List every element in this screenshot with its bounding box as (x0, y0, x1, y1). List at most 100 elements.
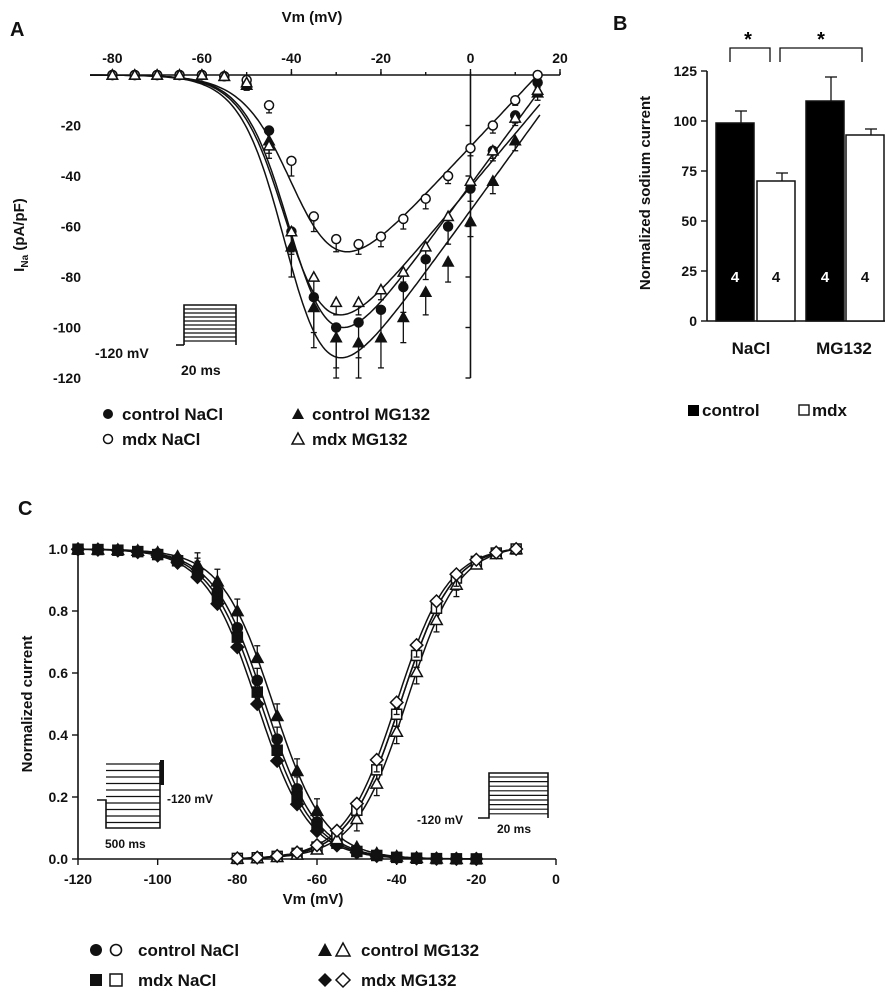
legend-a-mdx-nacl-label: mdx NaCl (122, 430, 200, 449)
panel-a-y-tick-label: -80 (61, 269, 81, 285)
panel-c-activation-point-control-mg132 (389, 724, 404, 737)
panel-b-significance-star-1: * (744, 29, 752, 51)
panel-letter-a: A (10, 19, 24, 41)
panel-c-activation-point-control-mg132 (349, 811, 364, 825)
legend-c-control-mg132-filled-marker (318, 943, 332, 956)
panel-a-point-control-mg132 (307, 300, 321, 313)
panel-a-point-mdx-nacl (509, 95, 521, 106)
panel-c-left-protocol-holding-label: -120 mV (167, 792, 213, 806)
panel-a-point-control-mg132 (419, 285, 433, 298)
panel-a-iv-chart: -80 -60 -40 -20 0 20 -20 -40 -60 -80 -100 -120 Vm (… (11, 9, 568, 449)
panel-c-inactivation-point-mdx-mg132 (90, 542, 106, 557)
panel-c-inactivation-point-mdx-mg132 (289, 796, 305, 812)
legend-c-control-mg132-label: control MG132 (361, 941, 479, 960)
panel-c-activation-point-mdx-mg132 (349, 796, 365, 811)
panel-b-n-label: 4 (821, 269, 830, 286)
panel-c-inactivation-point-control-mg132 (210, 573, 225, 587)
panel-a-point-mdx-mg132 (284, 224, 298, 237)
panel-b-y-tick-label: 50 (681, 213, 697, 229)
panel-c-legend: control NaCl control MG132 mdx NaCl mdx … (90, 941, 479, 990)
panel-c-inactivation-point-mdx-mg132 (409, 851, 424, 866)
panel-a-x-tick-label: 20 (552, 50, 568, 66)
panel-c-right-protocol-duration-label: 20 ms (497, 822, 531, 836)
panel-a-point-mdx-mg132 (307, 270, 321, 282)
panel-b-axes: 0 25 50 75 100 125 (674, 63, 885, 329)
panel-a-y-tick-label: -20 (61, 118, 81, 134)
panel-c-inactivation-point-mdx-mg132 (349, 845, 365, 860)
panel-c-x-tick-label: -120 (64, 871, 92, 887)
panel-c-y-tick-label: 1.0 (49, 541, 69, 557)
panel-a-point-mdx-mg132 (352, 295, 366, 308)
panel-b-significance-bracket-1 (729, 47, 771, 62)
panel-a-point-mdx-mg132 (486, 144, 500, 156)
panel-c-y-axis-title: Normalized current (19, 636, 36, 773)
panel-a-point-mdx-mg132 (419, 239, 433, 252)
panel-c-inactivation-point-mdx-mg132 (130, 544, 146, 560)
panel-c-inactivation-point-mdx-mg132 (249, 696, 265, 712)
panel-a-point-mdx-mg132 (531, 83, 545, 96)
legend-c-control-nacl-label: control NaCl (138, 941, 239, 960)
panel-a-point-mdx-mg132 (173, 68, 186, 80)
panel-a-x-tick-label: 0 (467, 50, 475, 66)
panel-a-point-control-nacl (263, 125, 275, 136)
legend-c-mdx-mg132-open-marker (334, 971, 352, 989)
panel-c-activation-point-mdx-mg132 (449, 566, 464, 582)
panel-a-point-mdx-mg132 (195, 68, 209, 80)
panel-c-data-points (70, 541, 524, 867)
panel-a-x-tick-label: -40 (281, 50, 301, 66)
panel-c-activation-protocol-step-lines (489, 776, 548, 815)
panel-b-n-label: 4 (731, 269, 740, 286)
panel-c-x-tick-label: 0 (552, 871, 560, 887)
panel-a-point-mdx-nacl (263, 100, 275, 111)
panel-a-point-control-mg132 (508, 133, 522, 146)
panel-letter-b: B (613, 13, 627, 35)
panel-a-point-mdx-nacl (487, 120, 499, 131)
panel-b-n-label: 4 (861, 269, 870, 286)
panel-c-activation-protocol-inset: -120 mV 20 ms (417, 772, 549, 836)
panel-c-inactivation-point-mdx-mg132 (150, 548, 165, 563)
panel-a-point-mdx-mg132 (262, 138, 276, 151)
panel-b-y-tick-label: 125 (674, 63, 698, 79)
panel-c-inactivation-protocol-inset: -120 mV 500 ms (97, 760, 213, 851)
panel-c-activation-point-mdx-mg132 (469, 552, 484, 568)
panel-c-x-tick-label: -100 (144, 871, 172, 887)
panel-a-point-control-nacl (375, 304, 387, 316)
panel-a-point-mdx-nacl (330, 233, 342, 245)
panel-a-point-mdx-mg132 (150, 68, 164, 80)
panel-c-axes: -120 -100 -80 -60 -40 -20 0 0.0 0.2 0.4 0.6 0.8 1.0 (49, 541, 561, 887)
panel-a-point-control-mg132 (374, 330, 388, 343)
panel-c-inactivation-point-mdx-mg132 (230, 639, 245, 655)
panel-c-activation-point-mdx-mg132 (309, 837, 325, 853)
panel-c-inactivation-point-mdx-mg132 (269, 753, 285, 769)
panel-c-inactivation-point-control-mg132 (309, 803, 325, 817)
panel-c-x-tick-label: -20 (466, 871, 486, 887)
panel-c-inactivation-point-control-mg132 (250, 650, 265, 664)
legend-a-control-mg132-label: control MG132 (312, 405, 430, 424)
legend-b-mdx-label: mdx (812, 401, 848, 420)
legend-c-control-nacl-filled-marker (90, 944, 102, 956)
panel-a-point-control-mg132 (352, 335, 366, 348)
panel-c-left-protocol-duration-label: 500 ms (105, 837, 146, 851)
legend-b-mdx-swatch (798, 404, 810, 416)
panel-a-y-tick-label: -40 (61, 168, 81, 184)
panel-a-y-tick-label: -120 (53, 370, 81, 386)
legend-c-control-mg132-open-marker (334, 941, 352, 957)
panel-a-point-mdx-nacl (353, 238, 364, 250)
panel-c-activation-point-mdx-mg132 (389, 695, 404, 710)
panel-c-y-tick-label: 0.2 (49, 789, 69, 805)
panel-c-y-tick-label: 0.6 (49, 665, 69, 681)
legend-c-mdx-mg132-label: mdx MG132 (361, 971, 456, 990)
panel-a-point-mdx-mg132 (396, 265, 410, 277)
legend-a-control-nacl-label: control NaCl (122, 405, 223, 424)
panel-c-inactivation-protocol-step-lines (106, 763, 160, 824)
panel-c-inactivation-point-mdx-mg132 (469, 851, 484, 867)
legend-a-control-nacl-marker (103, 409, 113, 419)
panel-a-y-axis-title: INa (pA/pF) (11, 198, 31, 272)
panel-a-point-mdx-mg132 (508, 111, 522, 123)
panel-c-inactivation-point-control-mg132 (230, 603, 245, 617)
panel-c-activation-point-mdx-mg132 (329, 823, 345, 838)
panel-c-right-protocol-holding-label: -120 mV (417, 813, 463, 827)
panel-c-activation-point-mdx-mg132 (488, 545, 504, 560)
legend-c-mdx-nacl-label: mdx NaCl (138, 971, 216, 990)
